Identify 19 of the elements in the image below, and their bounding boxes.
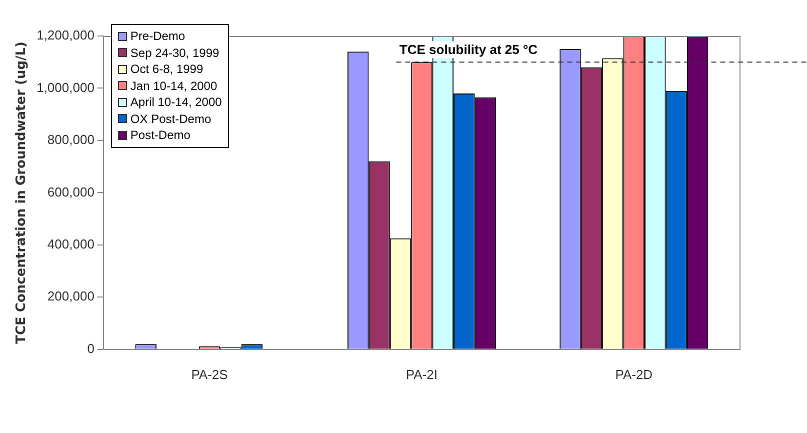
x-tick-label: PA-2S bbox=[191, 366, 228, 382]
y-tick-label: 1,000,000 bbox=[36, 80, 94, 95]
legend-label: OX Post-Demo bbox=[130, 110, 212, 127]
legend-label: Jan 10-14, 2000 bbox=[130, 78, 218, 94]
ref-line-label: TCE solubility at 25 °C bbox=[399, 42, 538, 58]
x-tick-label: PA-2D bbox=[615, 366, 653, 382]
legend-label: Pre-Demo bbox=[130, 28, 186, 44]
y-tick-label: 1,200,000 bbox=[36, 28, 94, 43]
y-tick-label: 400,000 bbox=[47, 236, 94, 252]
y-axis-title: TCE Concentration in Groundwater (ug/L) bbox=[14, 42, 30, 344]
x-tick-label: PA-2I bbox=[406, 366, 438, 382]
y-tick-label: 600,000 bbox=[47, 184, 94, 200]
legend-label: Post-Demo bbox=[130, 127, 190, 144]
y-tick-label: 800,000 bbox=[47, 132, 94, 148]
legend-label: Oct 6-8, 1999 bbox=[130, 61, 204, 78]
y-tick-label: 200,000 bbox=[47, 288, 94, 304]
legend-label: April 10-14, 2000 bbox=[130, 94, 222, 110]
legend-label: Sep 24-30, 1999 bbox=[130, 44, 220, 61]
y-tick-label: 0 bbox=[87, 340, 94, 356]
